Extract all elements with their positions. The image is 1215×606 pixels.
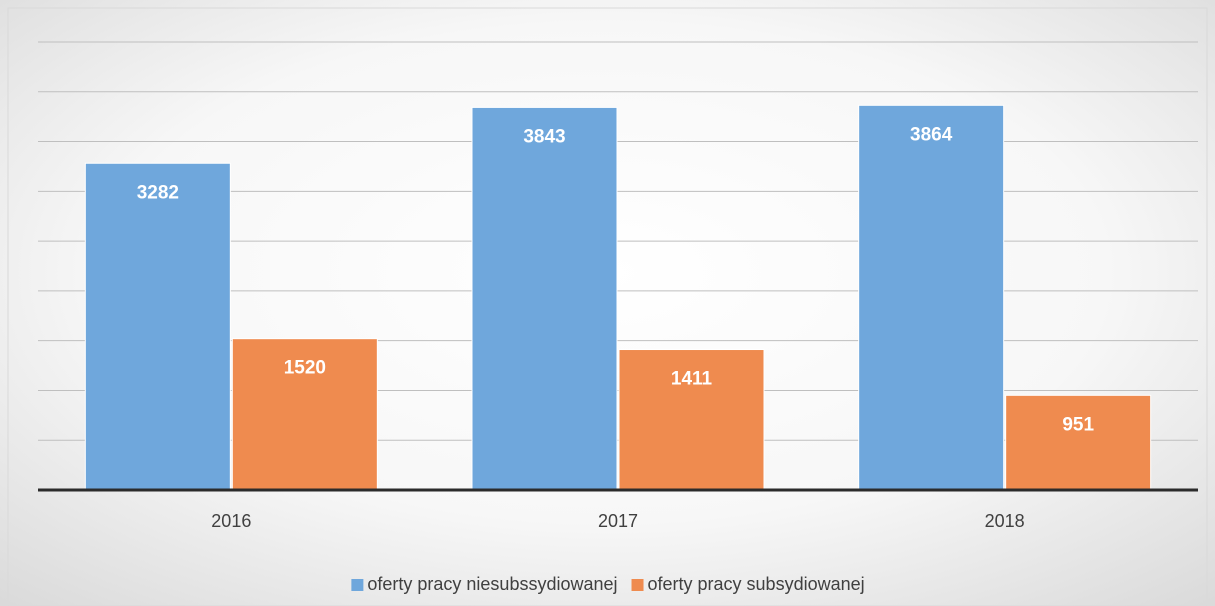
legend-swatch [351,579,364,591]
legend-label: oferty pracy subsydiowanej [648,574,865,594]
bar [1005,394,1152,491]
legend-swatch [631,579,644,591]
bar [231,338,378,491]
legend-label: oferty pracy niesubssydiowanej [367,574,617,594]
x-tick-label: 2016 [211,511,251,531]
data-label: 951 [1062,414,1094,435]
data-label: 3864 [910,124,953,145]
data-label: 1411 [671,369,713,390]
data-label: 3843 [523,126,565,147]
bar [858,104,1005,491]
data-label: 1520 [284,358,326,379]
bar [618,349,765,491]
x-tick-label: 2018 [985,511,1025,531]
bar [84,162,231,491]
data-label: 3282 [137,182,179,203]
chart-border [7,7,1208,606]
bar [471,106,618,491]
x-tick-label: 2017 [598,511,638,531]
